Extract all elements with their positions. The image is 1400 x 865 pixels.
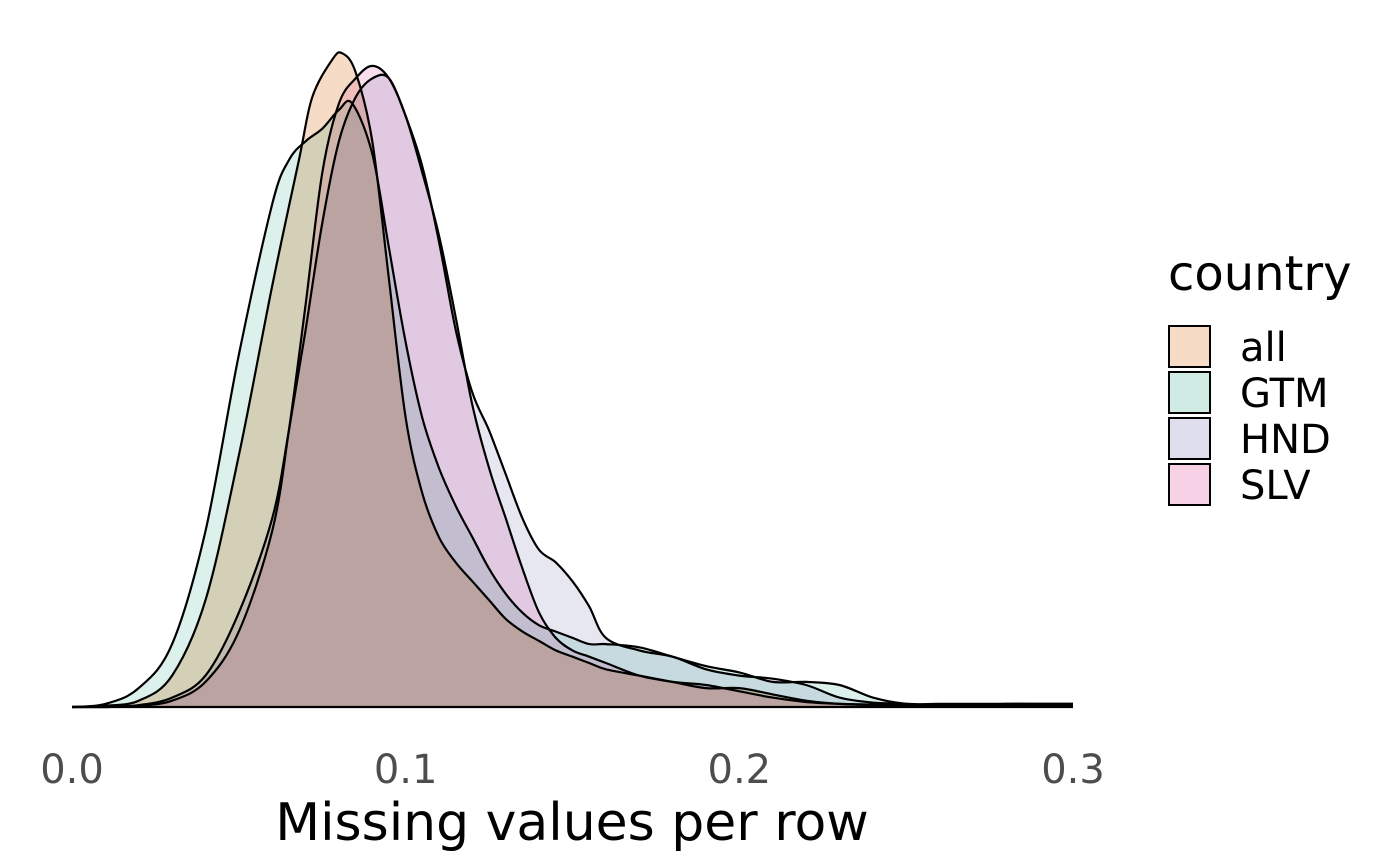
x-tick-label: 0.3 [1041, 747, 1105, 793]
legend-key-slv [1168, 463, 1211, 506]
density-line-gtm [71, 99, 1073, 709]
x-tick-label: 0.0 [40, 747, 104, 793]
density-line-slv [72, 64, 1073, 709]
plot-area [71, 51, 1073, 709]
legend-label-all: all [1240, 325, 1287, 371]
legend-key-gtm [1168, 371, 1211, 414]
legend-label-slv: SLV [1240, 463, 1311, 509]
x-axis-title: Missing values per row [275, 793, 869, 853]
x-tick-label: 0.1 [374, 747, 438, 793]
legend-key-hnd [1168, 417, 1211, 460]
legend-title: country [1168, 246, 1352, 302]
x-tick-label: 0.2 [708, 747, 772, 793]
legend-key-all [1168, 325, 1211, 368]
legend-label-gtm: GTM [1240, 371, 1329, 417]
legend-label-hnd: HND [1240, 417, 1331, 463]
x-axis: 0.0 0.1 0.2 0.3 [40, 747, 1105, 793]
